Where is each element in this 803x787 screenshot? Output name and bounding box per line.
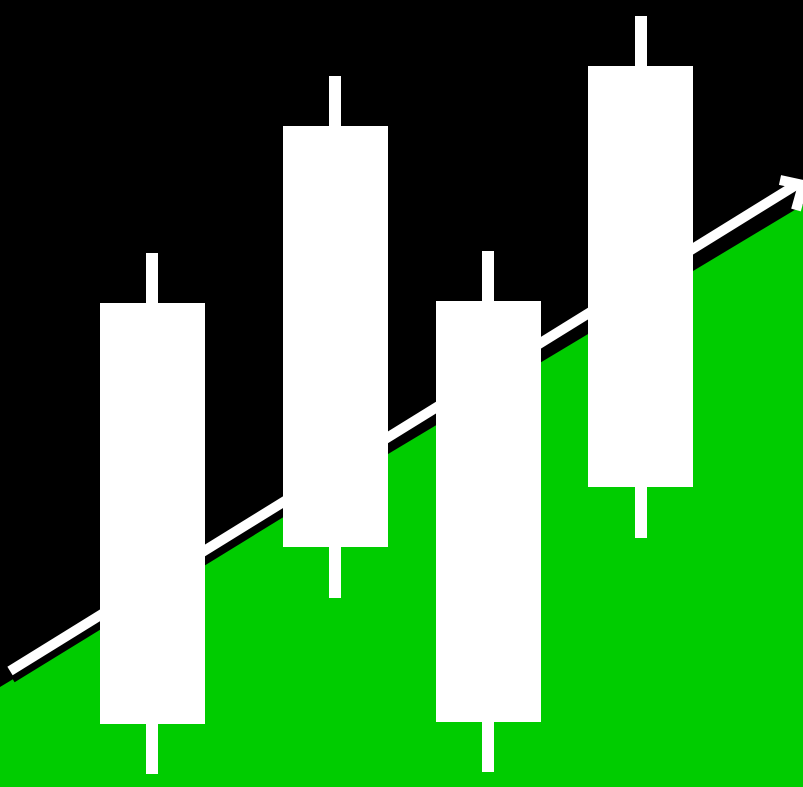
candle-2 [283,76,388,598]
candle-2-wick-bottom [329,543,341,598]
candle-1 [100,253,205,774]
candle-1-wick-top [146,253,158,308]
candle-4-body [588,66,693,487]
trend-arrow-head [778,175,803,212]
candle-3-wick-top [482,251,494,306]
candle-4 [588,16,693,538]
candle-1-body [100,303,205,724]
candle-3-body [436,301,541,722]
candle-3-wick-bottom [482,717,494,772]
candle-3 [436,251,541,772]
candle-2-body [283,126,388,547]
candle-4-wick-top [635,16,647,71]
candle-4-wick-bottom [635,483,647,538]
candle-2-wick-top [329,76,341,131]
candle-1-wick-bottom [146,720,158,774]
